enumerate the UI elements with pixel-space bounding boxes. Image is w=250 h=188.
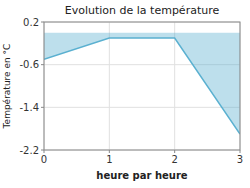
series bbox=[44, 33, 240, 134]
grid-line bbox=[174, 22, 175, 150]
plot-background bbox=[44, 22, 240, 150]
tick-label: -0.6 bbox=[19, 59, 39, 70]
line bbox=[44, 38, 240, 134]
tick-label: 0 bbox=[41, 154, 47, 165]
grid bbox=[44, 22, 240, 150]
tick-label: 0.2 bbox=[23, 17, 39, 28]
title: Evolution de la température bbox=[65, 4, 220, 17]
grid-line bbox=[109, 22, 110, 150]
grid-line bbox=[44, 107, 240, 108]
chart-container: 0.2 -0.6 -1.4 -2.20 1 2 3 Evolution de la tempé… bbox=[0, 0, 250, 188]
tick-label: 3 bbox=[237, 154, 243, 165]
tick-label: 2 bbox=[171, 154, 177, 165]
tick-label: -2.2 bbox=[19, 145, 39, 156]
tick-label: 1 bbox=[106, 154, 112, 165]
x-axis-label: heure par heure bbox=[96, 170, 187, 181]
chart: 0.2 -0.6 -1.4 -2.20 1 2 3 Evolution de la tempé… bbox=[0, 0, 250, 188]
y-axis-label: Température en °C bbox=[2, 44, 12, 130]
area bbox=[44, 33, 240, 134]
tick-label: -1.4 bbox=[19, 102, 39, 113]
plot-frame bbox=[44, 22, 240, 150]
